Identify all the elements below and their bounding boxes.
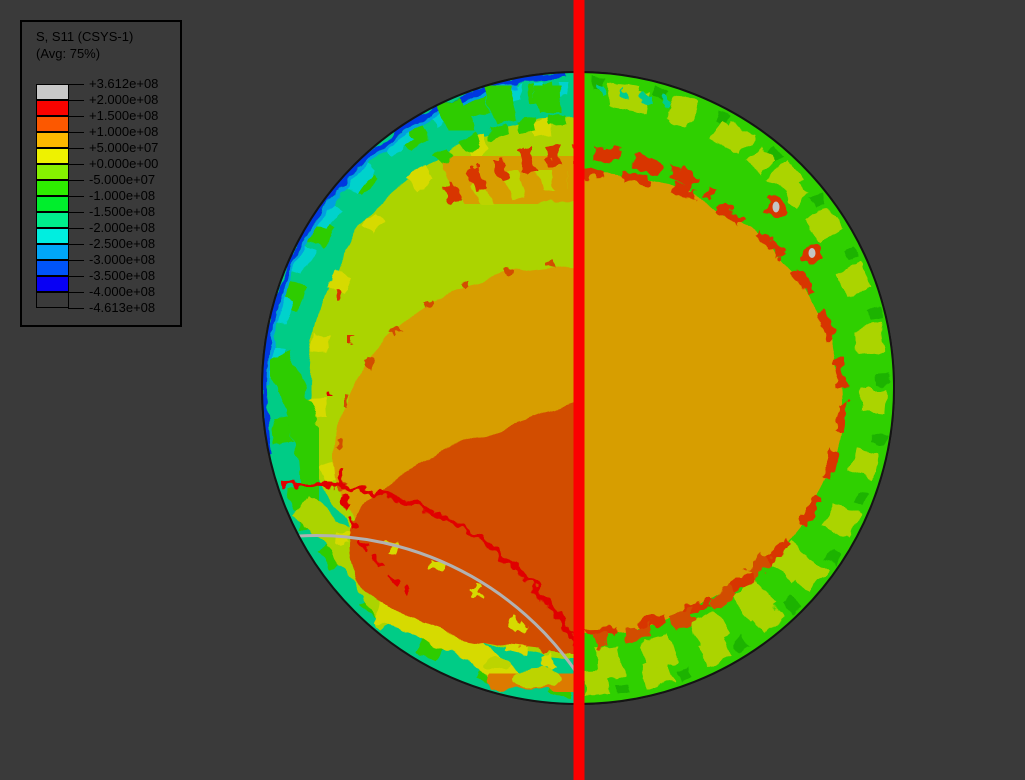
max-gray-speck bbox=[772, 201, 780, 213]
legend-band bbox=[36, 276, 69, 292]
speckle-dot bbox=[327, 389, 333, 395]
legend-tick-mark bbox=[68, 116, 84, 117]
legend-tick-label: +1.500e+08 bbox=[89, 108, 159, 123]
left-bottom-chartreuse-patch bbox=[510, 668, 562, 688]
right-top-red-band bbox=[578, 145, 718, 203]
right-top-teal-specks bbox=[598, 85, 682, 112]
legend-band bbox=[36, 148, 69, 164]
left-rim-cyan-patches bbox=[268, 96, 477, 378]
symmetry-line bbox=[573, 0, 585, 780]
right-max-stress-specks bbox=[765, 197, 821, 263]
legend-band bbox=[36, 132, 69, 148]
legend-tick-mark bbox=[68, 196, 84, 197]
speckle-dot bbox=[349, 337, 355, 343]
legend-tick-label: -2.500e+08 bbox=[89, 236, 156, 251]
legend-tick-mark bbox=[68, 228, 84, 229]
legend-band bbox=[36, 228, 69, 244]
speckle-dot bbox=[472, 162, 478, 168]
legend-tick-label: -1.000e+08 bbox=[89, 188, 156, 203]
legend-tick-label: -2.000e+08 bbox=[89, 220, 156, 235]
legend-subtitle: (Avg: 75%) bbox=[36, 46, 101, 61]
legend-tick-mark bbox=[68, 292, 84, 293]
contour-legend: S, S11 (CSYS-1) (Avg: 75%) +3.612e+08 +2.… bbox=[20, 20, 182, 327]
legend-tick-mark bbox=[68, 212, 84, 213]
right-top-chartreuse-arc bbox=[627, 90, 826, 227]
legend-band bbox=[36, 196, 69, 212]
legend-band bbox=[36, 116, 69, 132]
legend-tick-mark bbox=[68, 100, 84, 101]
legend-tick-label: -1.500e+08 bbox=[89, 204, 156, 219]
left-top-green-inner-edge bbox=[432, 114, 578, 167]
left-bottom-chartreuse-patch-2 bbox=[483, 657, 511, 671]
legend-tick-mark bbox=[68, 164, 84, 165]
left-blob-red-streak bbox=[336, 471, 410, 593]
legend-band bbox=[36, 212, 69, 228]
legend-tick-label: -4.613e+08 bbox=[89, 300, 156, 315]
legend-tick-label: -5.000e+07 bbox=[89, 172, 156, 187]
legend-tick-mark bbox=[68, 84, 84, 85]
legend-band bbox=[36, 84, 69, 100]
contour-left-half bbox=[262, 72, 578, 704]
legend-band bbox=[36, 244, 69, 260]
legend-title: S, S11 (CSYS-1) bbox=[36, 29, 134, 44]
legend-scale: +3.612e+08 +2.000e+08 +1.500e+08 +1.000e+08… bbox=[36, 76, 176, 315]
legend-tick-mark bbox=[68, 244, 84, 245]
legend-tick-label: -3.500e+08 bbox=[89, 268, 156, 283]
left-red-speckle-dots bbox=[327, 147, 523, 395]
legend-tick-label: +0.000e+00 bbox=[89, 156, 159, 171]
legend-tick-mark bbox=[68, 148, 84, 149]
legend-band bbox=[36, 260, 69, 276]
legend-band bbox=[36, 164, 69, 180]
speckle-dot bbox=[517, 147, 523, 153]
left-top-cyan-patches bbox=[472, 79, 569, 111]
max-gray-speck bbox=[808, 248, 816, 258]
legend-tick-mark bbox=[68, 308, 84, 309]
legend-tick-label: +5.000e+07 bbox=[89, 140, 159, 155]
legend-band bbox=[36, 180, 69, 196]
speckle-dot bbox=[336, 291, 344, 299]
left-top-green-rim bbox=[434, 72, 574, 142]
right-bottom-orange-red-blobs bbox=[595, 553, 773, 648]
legend-tick-mark bbox=[68, 260, 84, 261]
legend-tick-mark bbox=[68, 132, 84, 133]
legend-tick-label: +1.000e+08 bbox=[89, 124, 159, 139]
legend-band bbox=[36, 100, 69, 116]
legend-band bbox=[36, 292, 69, 308]
legend-tick-label: +3.612e+08 bbox=[89, 76, 159, 91]
left-top-chartreuse-patches bbox=[471, 161, 571, 213]
left-bottom-gray-rim bbox=[298, 534, 578, 704]
legend-tick-mark bbox=[68, 180, 84, 181]
legend-tick-label: -3.000e+08 bbox=[89, 252, 156, 267]
right-bottom-chartreuse-arc bbox=[595, 541, 814, 678]
legend-tick-mark bbox=[68, 276, 84, 277]
legend-tick-label: -4.000e+08 bbox=[89, 284, 156, 299]
legend-tick-label: +2.000e+08 bbox=[89, 92, 159, 107]
right-rim-chartreuse-patches bbox=[578, 79, 887, 697]
